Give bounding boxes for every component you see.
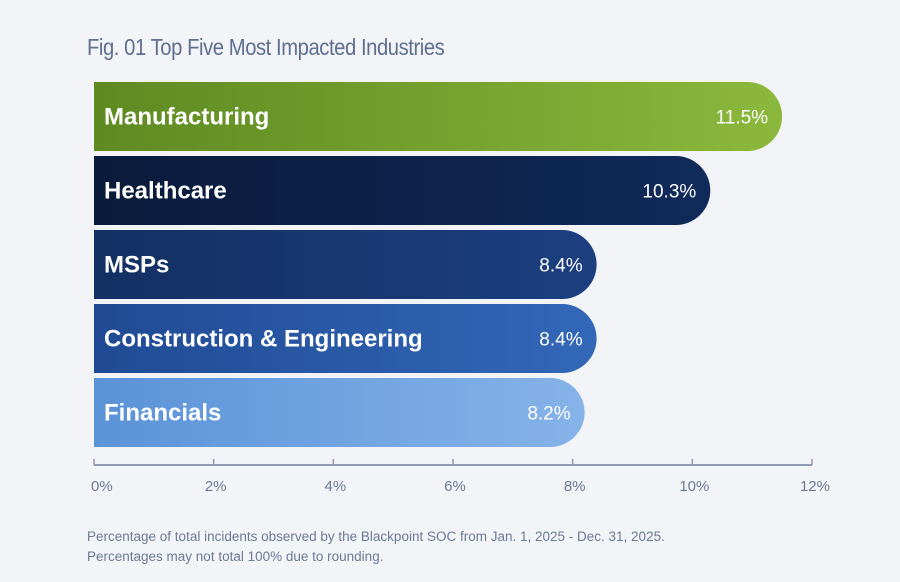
bar-msps [94,230,597,299]
x-tick-label: 2% [205,478,227,495]
x-axis: 0% 2% 4% 6% 8% 10% 12% [91,459,830,495]
bar-value-label: 8.2% [527,404,570,425]
x-tick-label: 6% [444,478,466,495]
footnote: Percentage of total incidents observed b… [87,527,665,567]
bar-manufacturing [94,82,783,151]
chart-title: Fig. 01 Top Five Most Impacted Industrie… [87,34,445,60]
x-tick-label: 4% [324,478,346,495]
footnote-line-1: Percentage of total incidents observed b… [87,529,665,544]
bar-category-label: Healthcare [104,178,227,205]
x-tick-label: 0% [91,478,113,495]
x-tick-label: 10% [679,478,709,495]
bar-value-label: 8.4% [539,256,582,277]
bar-construction-engineering [94,304,597,373]
x-tick-label: 8% [564,478,586,495]
bar-category-label: Construction & Engineering [104,326,423,353]
bar-healthcare [94,156,711,225]
bar-category-label: Financials [104,400,221,427]
bar-value-label: 10.3% [642,182,696,203]
bar-value-label: 11.5% [716,108,769,129]
bar-financials [94,378,585,447]
bar-category-label: MSPs [104,252,169,279]
bar-category-label: Manufacturing [104,104,269,131]
bars-group: Manufacturing 11.5% Healthcare 10.3% MSPs 8.4… [94,82,783,447]
bar-value-label: 8.4% [539,330,582,351]
x-tick-label: 12% [800,478,830,495]
footnote-line-2: Percentages may not total 100% due to ro… [87,549,384,564]
